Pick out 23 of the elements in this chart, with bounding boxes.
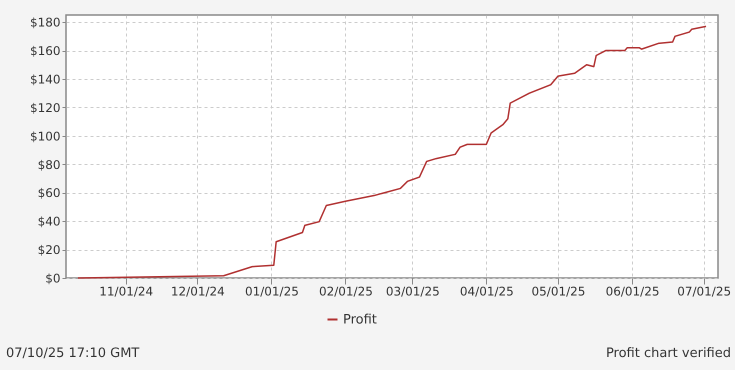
x-tick-label: 04/01/25 — [460, 284, 514, 298]
legend-label: Profit — [343, 312, 377, 328]
x-tick-label: 07/01/25 — [677, 284, 732, 298]
x-tick-label: 12/01/24 — [170, 284, 225, 298]
x-tick-label: 11/01/24 — [99, 284, 154, 298]
text: Profit chart verified — [606, 346, 731, 361]
y-tick-label: $60 — [38, 186, 60, 200]
y-tick-label: $160 — [30, 44, 60, 58]
x-tick-label: 05/01/25 — [532, 284, 586, 298]
x-tick-label: 02/01/25 — [318, 284, 373, 298]
text: 07/10/25 17:10 GMT — [6, 346, 140, 361]
line-series — [77, 26, 707, 279]
y-tick-label: $140 — [30, 72, 60, 86]
y-tick-label: $120 — [30, 100, 60, 115]
y-tick-label: $80 — [38, 158, 60, 172]
y-tick-label: $100 — [30, 129, 60, 144]
x-tick-label: 06/01/25 — [606, 284, 660, 298]
y-tick-label: $180 — [30, 16, 60, 30]
y-tick-label: $0 — [45, 272, 60, 286]
y-tick-label: $20 — [38, 243, 60, 258]
x-tick-label: 01/01/25 — [244, 284, 299, 298]
x-tick-label: 03/01/25 — [386, 284, 440, 298]
y-tick-label: $40 — [38, 214, 60, 229]
